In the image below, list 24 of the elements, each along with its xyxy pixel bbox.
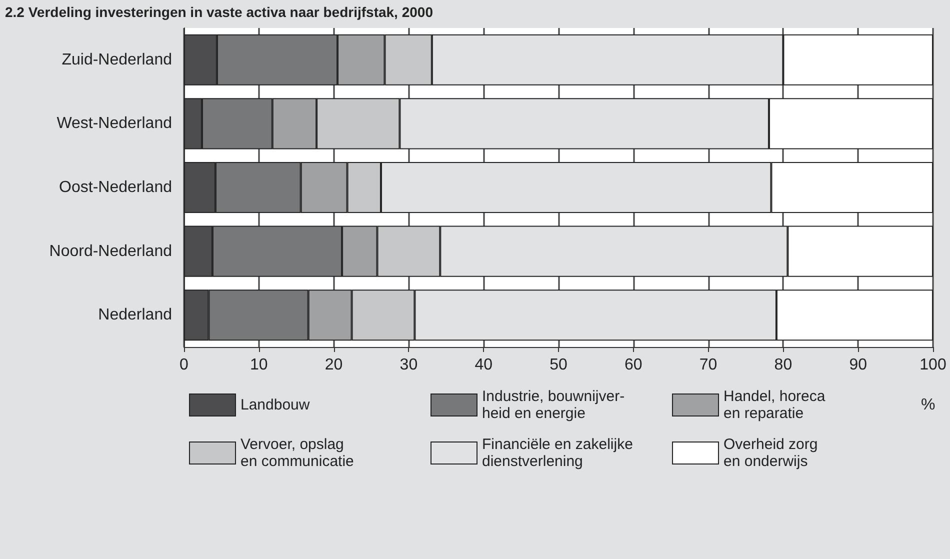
legend-label: Landbouw — [240, 396, 310, 414]
x-tick-label: 60 — [624, 356, 642, 374]
legend-label: Industrie, bouwnijver- heid en energie — [482, 388, 625, 422]
legend-label: Handel, horeca en reparatie — [724, 388, 826, 422]
x-tick-label: 70 — [699, 356, 718, 374]
y-tick-label: Nederland — [98, 306, 172, 324]
x-tick-label: 90 — [849, 356, 868, 374]
x-axis-title: % — [921, 396, 936, 414]
x-tick-label: 10 — [250, 356, 268, 374]
legend-label: Overheid zorg en onderwijs — [724, 436, 818, 470]
y-tick-label: Oost-Nederland — [59, 179, 172, 196]
legend-label: Financiële en zakelijke dienstverlening — [482, 436, 633, 470]
x-tick-label: 30 — [400, 356, 418, 374]
x-tick-label: 100 — [920, 356, 946, 374]
x-tick-label: 80 — [774, 356, 792, 374]
y-tick-label: Zuid-Nederland — [62, 51, 172, 68]
x-tick-label: 0 — [180, 356, 189, 374]
x-tick-label: 50 — [550, 356, 568, 374]
x-tick-label: 40 — [474, 356, 493, 374]
x-tick-label: 20 — [324, 356, 343, 374]
y-tick-label: West-Nederland — [56, 115, 172, 132]
y-tick-label: Noord-Nederland — [49, 242, 172, 260]
legend-label: Vervoer, opslag en communicatie — [240, 436, 354, 470]
chart-title: 2.2 Verdeling investeringen in vaste activa naar bedrijfstak, 2000 — [5, 4, 434, 20]
